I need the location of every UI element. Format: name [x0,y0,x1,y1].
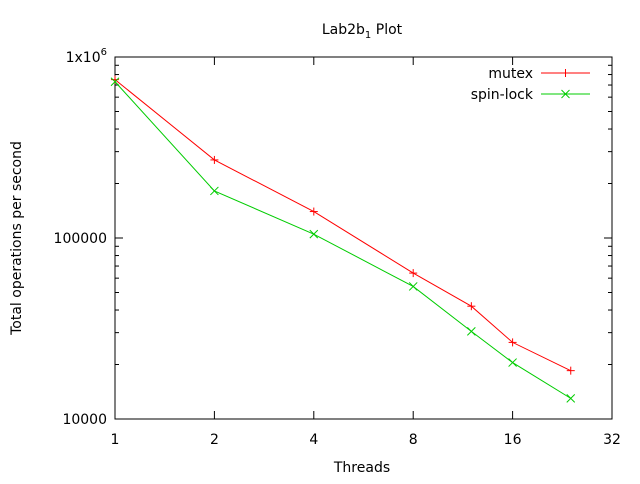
marker-cross-b [466,326,476,336]
x-tick-label: 1 [111,432,120,448]
data-point-spin-lock [566,394,576,403]
data-point-mutex [210,155,219,164]
series-spin-lock [110,77,576,403]
data-point-mutex [566,366,575,375]
legend-label: spin-lock [471,87,534,103]
series-layer [110,75,576,403]
x-tick-label: 8 [409,432,418,448]
data-point-spin-lock [309,229,319,239]
series-mutex [111,75,575,375]
legend-item-mutex: mutex [488,66,590,82]
data-point-mutex [409,269,418,278]
x-tick-label: 16 [504,432,522,448]
marker-cross-b [210,186,219,196]
data-point-mutex [508,338,517,347]
marker-cross-b [309,229,319,239]
plot-frame [114,56,613,420]
chart-title-subscript: 1 [365,30,371,41]
data-point-spin-lock [508,358,517,367]
data-point-spin-lock [408,282,418,291]
data-point-spin-lock [210,186,219,196]
data-point-spin-lock [110,77,120,87]
y-tick-label: 10000 [62,412,107,428]
chart-title-main: Lab2b [322,22,365,38]
x-tick-label: 2 [210,432,219,448]
marker-cross-b [408,282,418,291]
marker-cross-b [566,394,576,403]
legend: mutex spin-lock [471,66,590,103]
y-tick-exponent: 6 [101,47,107,58]
y-tick-label: 100000 [54,231,107,247]
chart-title-suffix: Plot [371,22,402,38]
y-axis: 10000 100000 1x106 [54,47,612,428]
data-point-spin-lock [466,326,476,336]
legend-item-spin-lock: spin-lock [471,87,590,103]
marker-cross-b [110,77,120,87]
x-axis-label: Threads [333,460,390,476]
series-line-spin-lock [114,81,572,399]
x-tick-label: 4 [309,432,318,448]
x-tick-label: 32 [603,432,621,448]
y-axis-label: Total operations per second [9,141,25,336]
marker-cross-b [561,89,570,99]
data-point-mutex [309,207,318,216]
y-tick-label: 1x106 [66,47,107,66]
x-axis: 1 2 4 8 16 32 [111,57,621,448]
data-point-mutex [467,302,476,311]
series-line-mutex [114,79,571,372]
legend-label: mutex [488,66,533,82]
chart-title: Lab2b1 Plot [322,22,403,41]
marker-cross-b [508,358,517,367]
